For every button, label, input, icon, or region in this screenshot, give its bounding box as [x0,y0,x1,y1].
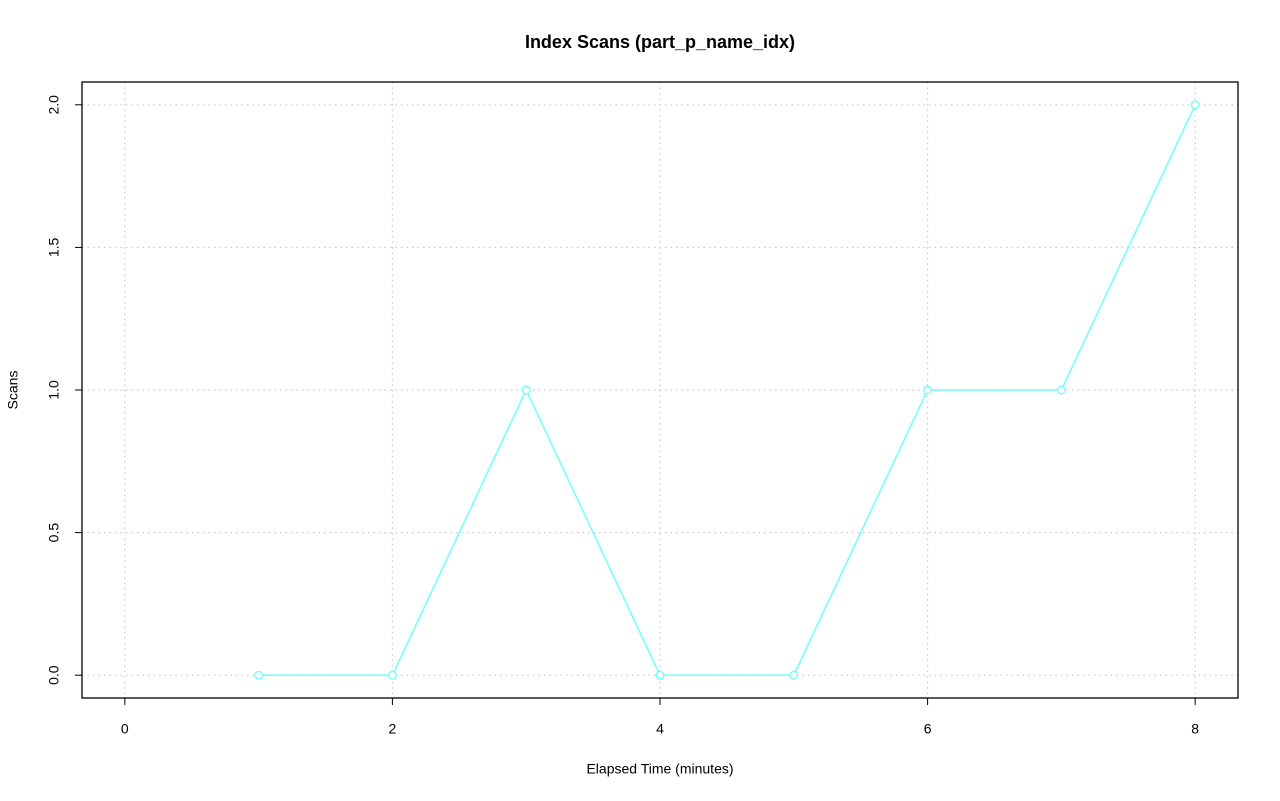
y-tick-label: 1.0 [46,380,62,400]
y-tick-label: 0.5 [46,523,62,543]
data-point [1190,100,1200,110]
plot-frame [81,81,1239,699]
y-axis-label: Scans [5,371,21,410]
y-tick-label: 2.0 [46,95,62,115]
chart-title: Index Scans (part_p_name_idx) [525,32,795,52]
y-tick-label: 1.5 [46,237,62,257]
data-point [1056,385,1066,395]
x-tick-label: 4 [656,721,664,737]
x-tick-label: 6 [924,721,932,737]
data-point [254,670,264,680]
x-tick-label: 2 [389,721,397,737]
x-tick-label: 0 [121,721,129,737]
data-point [923,385,933,395]
data-point [789,670,799,680]
x-tick-label: 8 [1191,721,1199,737]
y-tick-label: 0.0 [46,665,62,685]
data-point [387,670,397,680]
data-point [655,670,665,680]
series-line [258,104,1196,676]
x-axis-label: Elapsed Time (minutes) [586,761,733,777]
data-point [521,385,531,395]
